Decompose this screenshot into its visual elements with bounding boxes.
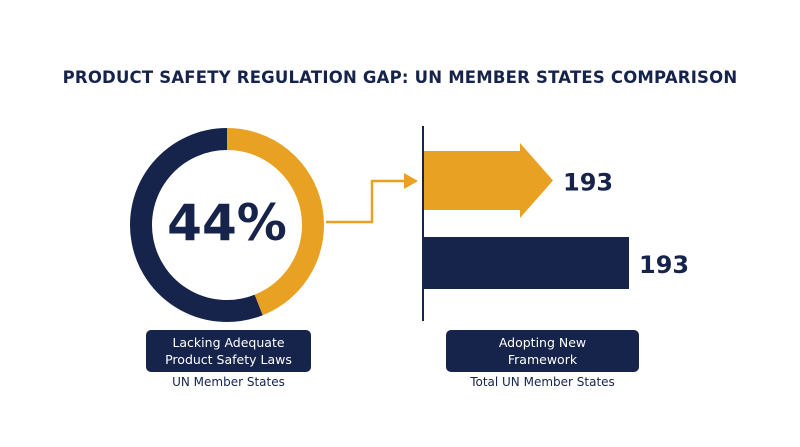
bar-0-value-label: 193 bbox=[563, 169, 613, 197]
donut-caption-line-2: Product Safety Laws bbox=[165, 352, 292, 367]
bar-0 bbox=[424, 143, 553, 218]
bar-caption-pill: Adopting New Framework bbox=[446, 330, 639, 372]
bar-1-value-label: 193 bbox=[639, 251, 689, 279]
donut-subcaption: UN Member States bbox=[172, 375, 285, 389]
donut-center-label: 44% bbox=[167, 194, 287, 252]
bar-caption-line-2: Framework bbox=[507, 352, 578, 367]
donut-slice-0 bbox=[226, 128, 324, 316]
donut-slice-1 bbox=[130, 128, 263, 322]
donut-caption-pill: Lacking Adequate Product Safety Laws bbox=[146, 330, 311, 372]
bar-subcaption: Total UN Member States bbox=[470, 375, 615, 389]
bar-caption-line-1: Adopting New bbox=[498, 335, 587, 350]
donut-chart bbox=[130, 128, 324, 322]
connector-arrowhead bbox=[404, 173, 418, 189]
chart-title: PRODUCT SAFETY REGULATION GAP: UN MEMBER… bbox=[62, 68, 738, 87]
bar-chart: 193 193 bbox=[424, 143, 689, 289]
donut-caption-line-1: Lacking Adequate bbox=[172, 335, 285, 350]
connector-line bbox=[326, 179, 404, 224]
bar-1 bbox=[424, 237, 629, 289]
